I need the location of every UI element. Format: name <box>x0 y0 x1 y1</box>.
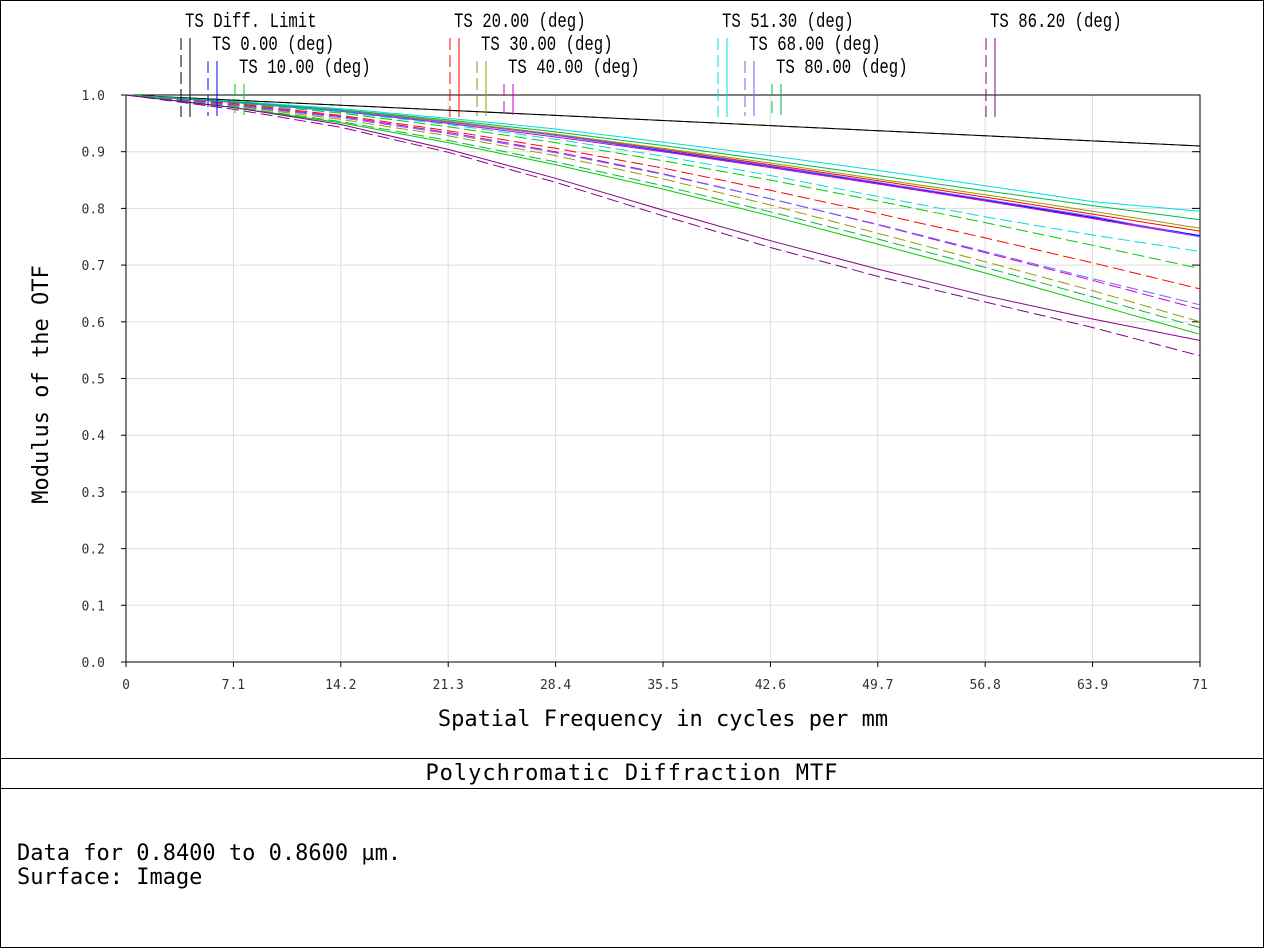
x-tick-label: 49.7 <box>862 678 893 693</box>
series-line-sagittal <box>125 94 1201 290</box>
x-tick-label: 42.6 <box>755 678 786 693</box>
legend-entry: TS 30.00 (deg) <box>476 34 613 116</box>
series-line-tangential <box>125 94 1201 238</box>
legend-label: TS 80.00 (deg) <box>776 57 908 80</box>
x-tick-label: 63.9 <box>1077 678 1108 693</box>
series-group <box>125 94 1201 357</box>
y-axis-label: Modulus of the OTF <box>29 265 54 503</box>
x-tick-label: 71 <box>1192 678 1208 693</box>
series-line-tangential <box>125 94 1201 335</box>
series-line-sagittal <box>125 94 1201 269</box>
legend-label: TS 68.00 (deg) <box>749 34 881 57</box>
plot-area-border <box>125 94 1201 663</box>
legend-label: TS 51.30 (deg) <box>722 11 854 34</box>
legend-label: TS Diff. Limit <box>185 11 317 34</box>
legend-entry: TS 10.00 (deg) <box>234 57 371 115</box>
x-tick-label: 35.5 <box>647 678 678 693</box>
y-tick-label: 0.4 <box>82 429 106 444</box>
series-line-sagittal <box>125 94 1201 357</box>
series-line-sagittal <box>125 94 1201 328</box>
x-tick-label: 7.1 <box>222 678 245 693</box>
series-line-tangential <box>125 94 1201 341</box>
series-group <box>125 94 1201 252</box>
legend-entry: TS 86.20 (deg) <box>985 11 1122 117</box>
y-tick-label: 0.6 <box>82 316 105 331</box>
legend-label: TS 40.00 (deg) <box>508 57 640 80</box>
legend-label: TS 20.00 (deg) <box>454 11 586 34</box>
series-line-sagittal <box>125 94 1201 323</box>
legend-label: TS 30.00 (deg) <box>481 34 613 57</box>
x-tick-label: 28.4 <box>540 678 571 693</box>
legend-label: TS 86.20 (deg) <box>990 11 1122 34</box>
x-tick-label: 21.3 <box>433 678 464 693</box>
series-line-sagittal <box>125 94 1201 306</box>
y-tick-label: 0.2 <box>82 543 105 558</box>
y-tick-label: 0.3 <box>82 486 105 501</box>
x-tick-label: 0 <box>122 678 130 693</box>
x-axis-label: Spatial Frequency in cycles per mm <box>438 707 888 732</box>
y-tick-label: 0.8 <box>82 202 105 217</box>
y-tick-label: 0.5 <box>82 373 105 388</box>
series-line-sagittal <box>125 94 1201 252</box>
series-line-tangential <box>125 94 1201 212</box>
legend-entry: TS 68.00 (deg) <box>744 34 881 116</box>
series-line-tangential <box>125 94 1201 221</box>
legend-entry: TS Diff. Limit <box>180 11 317 117</box>
chart-title: Polychromatic Diffraction MTF <box>0 758 1264 789</box>
legend-label: TS 0.00 (deg) <box>212 34 334 57</box>
x-tick-label: 14.2 <box>325 678 356 693</box>
legend-label: TS 10.00 (deg) <box>239 57 371 80</box>
series-group <box>125 94 1201 147</box>
series-group <box>125 94 1201 328</box>
x-tick-label: 56.8 <box>970 678 1001 693</box>
series-group <box>125 94 1201 335</box>
legend-entry: TS 80.00 (deg) <box>771 57 908 115</box>
y-tick-label: 0.9 <box>82 146 105 161</box>
wavelength-note: Data for 0.8400 to 0.8600 µm. <box>17 841 402 866</box>
legend-entry: TS 40.00 (deg) <box>503 57 640 115</box>
y-tick-label: 0.7 <box>82 259 105 274</box>
series-group <box>125 94 1201 306</box>
series-line-sagittal <box>125 94 1201 310</box>
surface-note: Surface: Image <box>17 865 203 890</box>
y-tick-label: 1.0 <box>82 89 105 104</box>
series-line-sagittal <box>125 94 1201 147</box>
y-tick-label: 0.1 <box>82 599 105 614</box>
legend-entry: TS 0.00 (deg) <box>207 34 334 116</box>
legend-entry: TS 20.00 (deg) <box>449 11 586 117</box>
legend-entry: TS 51.30 (deg) <box>717 11 854 117</box>
y-tick-label: 0.0 <box>82 656 105 671</box>
data-notes: Data for 0.8400 to 0.8600 µm. Surface: I… <box>17 842 401 890</box>
